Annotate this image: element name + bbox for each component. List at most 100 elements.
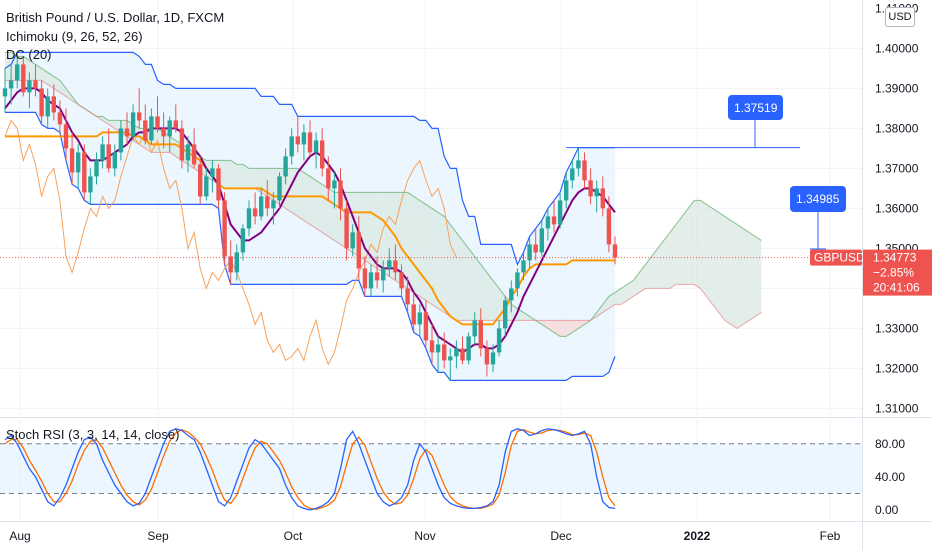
- candle-body: [496, 328, 502, 353]
- candle-body: [417, 312, 422, 325]
- kumo-cloud-segment: [578, 320, 585, 329]
- donchian-upper: [4, 51, 615, 266]
- kumo-cloud-segment: [389, 192, 396, 281]
- candle-body: [405, 288, 410, 305]
- candle-body: [33, 80, 38, 89]
- candle-body: [45, 96, 50, 117]
- candle-body: [301, 132, 307, 145]
- kumo-cloud-segment: [413, 196, 420, 297]
- kumo-cloud-segment: [486, 272, 493, 321]
- candle-body: [246, 208, 252, 229]
- price-tag-price: 1.34773: [873, 251, 917, 265]
- kumo-cloud-segment: [163, 132, 170, 153]
- candle-body: [21, 64, 26, 93]
- kumo-cloud-segment: [706, 204, 713, 305]
- kumo-cloud-segment: [755, 236, 762, 317]
- callout-high-box: [728, 95, 783, 120]
- chart-title[interactable]: British Pound / U.S. Dollar, 1D, FXCM: [6, 10, 225, 25]
- kumo-cloud-segment: [596, 304, 603, 317]
- candle-body: [210, 168, 215, 177]
- candle-body: [179, 128, 185, 161]
- candle-body: [161, 128, 166, 137]
- candle-body: [539, 228, 544, 253]
- candle-body: [368, 272, 374, 289]
- kumo-cloud-segment: [602, 296, 609, 313]
- time-axis[interactable]: Aug Sep Oct Nov Dec 2022 Feb: [9, 529, 840, 543]
- price-tick-label: 1.37000: [875, 161, 919, 175]
- stoch-tick-label: 80.00: [875, 437, 905, 451]
- candle-body: [313, 140, 319, 153]
- kumo-cloud-segment: [468, 248, 475, 321]
- price-tick-label: 1.36000: [875, 201, 919, 215]
- kumo-cloud-segment: [645, 256, 652, 289]
- stoch-rsi-legend[interactable]: Stoch RSI (3, 3, 14, 14, close): [6, 427, 180, 442]
- kumo-cloud-segment: [712, 208, 719, 313]
- candle-body: [411, 304, 416, 325]
- candle-body: [259, 196, 264, 217]
- price-tick-label: 1.32000: [875, 361, 919, 375]
- candle-body: [582, 160, 587, 181]
- candle-body: [478, 320, 483, 349]
- candle-body: [374, 272, 380, 281]
- candle-body: [149, 116, 154, 141]
- donchian-legend[interactable]: DC (20): [6, 47, 52, 62]
- candle-body: [173, 120, 178, 129]
- candle-body: [307, 132, 313, 153]
- kumo-cloud-segment: [523, 312, 530, 321]
- kumo-cloud-segment: [316, 180, 323, 233]
- candle-body: [484, 348, 490, 365]
- kumo-cloud-segment: [47, 72, 54, 89]
- kumo-cloud-segment: [724, 216, 731, 325]
- candle-body: [442, 344, 447, 361]
- kumo-cloud-segment: [730, 220, 737, 329]
- candle-body: [338, 180, 343, 209]
- kumo-cloud-segment: [621, 284, 628, 305]
- kumo-cloud-segment: [450, 224, 457, 321]
- candle-body: [27, 80, 32, 93]
- candle-body: [490, 352, 496, 365]
- candle-body: [460, 348, 465, 361]
- candle-body: [423, 312, 429, 341]
- price-axis[interactable]: 1.400001.390001.380001.370001.360001.350…: [875, 1, 919, 415]
- candle-body: [350, 232, 355, 249]
- candle-body: [76, 152, 81, 173]
- kumo-cloud-segment: [59, 80, 66, 97]
- kumo-cloud-segment: [749, 232, 756, 321]
- kumo-cloud-segment: [615, 288, 622, 305]
- kumo-cloud-segment: [694, 200, 701, 289]
- candle-body: [320, 140, 325, 169]
- price-pane[interactable]: [0, 51, 862, 381]
- candle-body: [216, 168, 221, 201]
- kumo-cloud-segment: [462, 240, 469, 321]
- currency-badge[interactable]: USD: [885, 7, 915, 27]
- kumo-cloud-segment: [718, 212, 725, 321]
- candle-body: [466, 336, 471, 361]
- candle-body: [393, 260, 398, 273]
- candle-body: [265, 196, 270, 209]
- price-tag-countdown: 20:41:06: [873, 281, 920, 295]
- kumo-cloud-segment: [230, 160, 237, 189]
- time-tick-label: Sep: [147, 529, 169, 543]
- candle-body: [88, 176, 93, 193]
- price-tick-label: 1.39000: [875, 81, 919, 95]
- candle-body: [94, 160, 99, 177]
- candle-body: [295, 136, 300, 145]
- callout-high-label: 1.37519: [734, 101, 778, 115]
- stoch-rsi-pane[interactable]: 80.00 40.00 0.00: [0, 428, 905, 517]
- kumo-cloud-segment: [456, 232, 463, 321]
- kumo-cloud-segment: [737, 224, 744, 329]
- candle-body: [588, 180, 593, 197]
- candle-body: [362, 268, 368, 289]
- candle-body: [118, 128, 124, 153]
- kumo-cloud-segment: [444, 216, 451, 317]
- candle-body: [612, 244, 618, 258]
- kumo-cloud-segment: [310, 176, 317, 229]
- kumo-cloud-segment: [608, 292, 615, 309]
- kumo-cloud-segment: [639, 264, 646, 293]
- candle-body: [51, 96, 56, 113]
- price-tag-change: −2.85%: [873, 266, 914, 280]
- ichimoku-legend[interactable]: Ichimoku (9, 26, 52, 26): [6, 29, 143, 44]
- kumo-cloud-segment: [102, 116, 109, 125]
- candle-body: [435, 344, 441, 353]
